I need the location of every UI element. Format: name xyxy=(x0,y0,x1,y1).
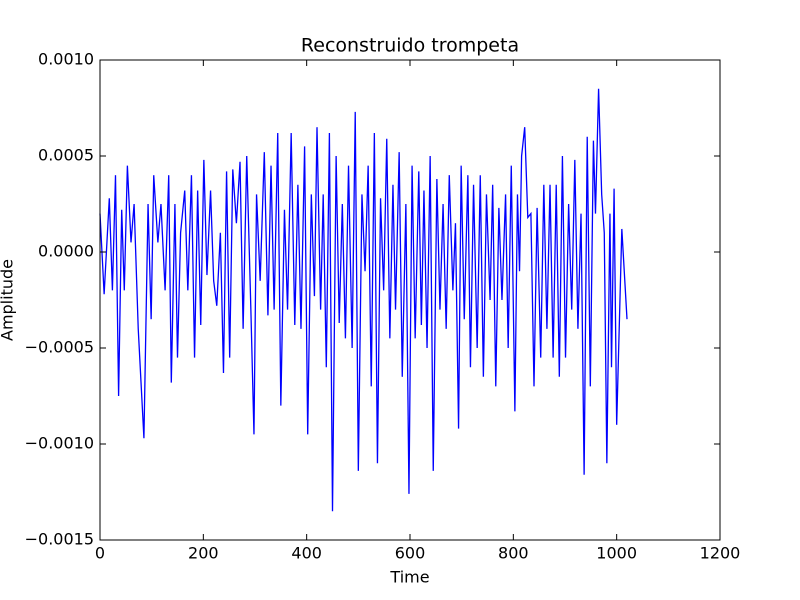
chart-title: Reconstruido trompeta xyxy=(301,35,519,57)
x-tick-label: 1000 xyxy=(596,544,637,563)
y-tick-label: −0.0005 xyxy=(25,338,94,357)
x-tick-label: 600 xyxy=(395,544,426,563)
y-tick-label: 0.0000 xyxy=(38,242,94,261)
x-tick-label: 0 xyxy=(95,544,105,563)
y-tick-label: 0.0005 xyxy=(38,146,94,165)
y-axis-label: Amplitude xyxy=(0,259,17,341)
x-axis-label: Time xyxy=(389,568,429,587)
x-tick-label: 200 xyxy=(188,544,219,563)
x-tick-label: 400 xyxy=(291,544,322,563)
x-tick-label: 800 xyxy=(498,544,529,563)
y-tick-label: 0.0010 xyxy=(38,50,94,69)
plot-frame xyxy=(99,59,721,541)
data-line xyxy=(99,88,628,512)
y-tick-label: −0.0010 xyxy=(25,434,94,453)
x-tick-label: 1200 xyxy=(700,544,741,563)
y-tick-label: −0.0015 xyxy=(25,530,94,549)
